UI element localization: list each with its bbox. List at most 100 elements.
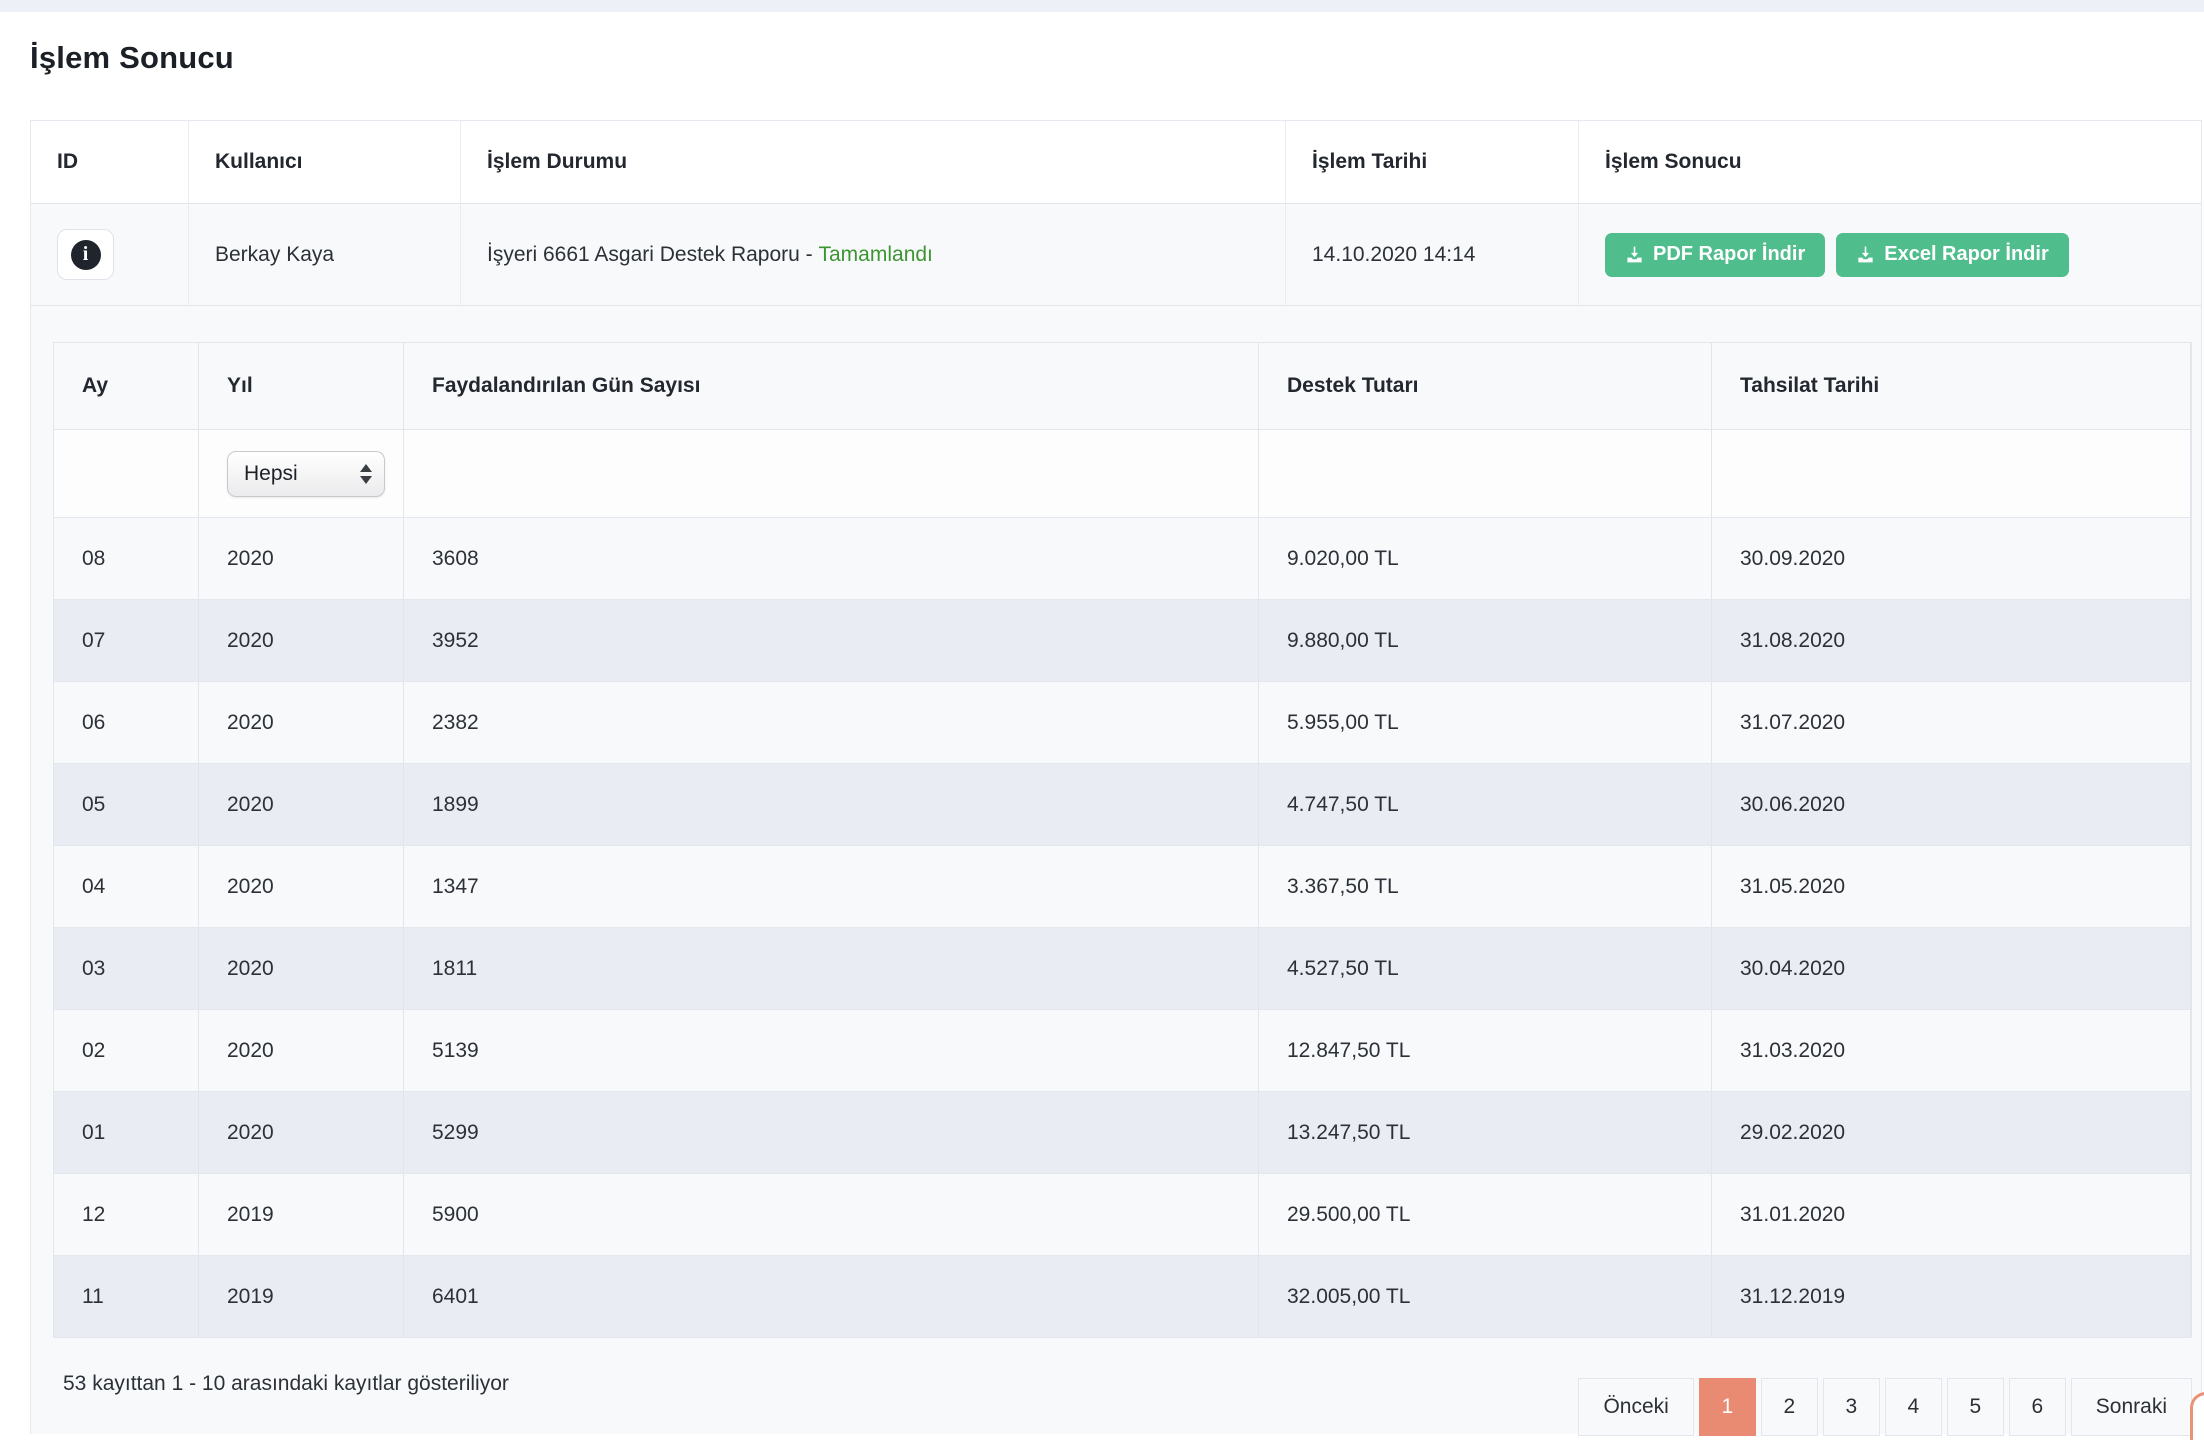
table-footer: 53 kayıttan 1 - 10 arasındaki kayıtlar g… — [53, 1338, 2192, 1436]
table-row: 04 2020 1347 3.367,50 TL 31.05.2020 — [54, 845, 2191, 927]
table-row: 06 2020 2382 5.955,00 TL 31.07.2020 — [54, 681, 2191, 763]
column-header-yil: Yıl — [199, 343, 404, 429]
result-table-header: ID Kullanıcı İşlem Durumu İşlem Tarihi İ… — [31, 121, 2201, 203]
records-info: 53 kayıttan 1 - 10 arasındaki kayıtlar g… — [63, 1372, 509, 1396]
filter-cell-tutar — [1259, 430, 1712, 517]
table-row: 08 2020 3608 9.020,00 TL 30.09.2020 — [54, 517, 2191, 599]
download-icon — [1856, 245, 1875, 264]
cell-tutar: 12.847,50 TL — [1259, 1010, 1712, 1091]
pagination-next-button[interactable]: Sonraki — [2071, 1378, 2192, 1436]
pagination-page-4[interactable]: 4 — [1885, 1378, 1942, 1436]
cell-ay: 07 — [54, 600, 199, 681]
detail-expansion-row: Ay Yıl Faydalandırılan Gün Sayısı Destek… — [31, 305, 2201, 1434]
top-strip — [0, 0, 2204, 12]
table-row: 02 2020 5139 12.847,50 TL 31.03.2020 — [54, 1009, 2191, 1091]
floating-action-partial[interactable] — [2190, 1392, 2204, 1440]
table-row: 05 2020 1899 4.747,50 TL 30.06.2020 — [54, 763, 2191, 845]
cell-yil: 2020 — [199, 846, 404, 927]
page-title: İşlem Sonucu — [30, 40, 2204, 76]
detail-table: Ay Yıl Faydalandırılan Gün Sayısı Destek… — [53, 342, 2192, 1338]
date-cell: 14.10.2020 14:14 — [1286, 204, 1579, 305]
cell-ay: 06 — [54, 682, 199, 763]
result-table-row: i Berkay Kaya İşyeri 6661 Asgari Destek … — [31, 203, 2201, 305]
cell-tarih: 30.06.2020 — [1712, 764, 2191, 845]
table-row: 03 2020 1811 4.527,50 TL 30.04.2020 — [54, 927, 2191, 1009]
cell-ay: 02 — [54, 1010, 199, 1091]
cell-tutar: 3.367,50 TL — [1259, 846, 1712, 927]
cell-tutar: 4.527,50 TL — [1259, 928, 1712, 1009]
filter-cell-tarih — [1712, 430, 2191, 517]
cell-yil: 2020 — [199, 764, 404, 845]
detail-table-header: Ay Yıl Faydalandırılan Gün Sayısı Destek… — [54, 343, 2191, 429]
filter-cell-gun — [404, 430, 1259, 517]
table-row: 12 2019 5900 29.500,00 TL 31.01.2020 — [54, 1173, 2191, 1255]
cell-gun: 1811 — [404, 928, 1259, 1009]
download-icon — [1625, 245, 1644, 264]
table-row: 11 2019 6401 32.005,00 TL 31.12.2019 — [54, 1255, 2191, 1337]
cell-gun: 5139 — [404, 1010, 1259, 1091]
filter-row: Hepsi — [54, 429, 2191, 517]
cell-ay: 08 — [54, 518, 199, 599]
cell-tutar: 32.005,00 TL — [1259, 1256, 1712, 1337]
id-cell: i — [31, 204, 189, 305]
cell-ay: 01 — [54, 1092, 199, 1173]
cell-tutar: 9.880,00 TL — [1259, 600, 1712, 681]
info-icon: i — [71, 240, 101, 270]
status-text: İşyeri 6661 Asgari Destek Raporu - — [487, 243, 819, 267]
status-value: Tamamlandı — [819, 243, 933, 267]
pagination-page-1[interactable]: 1 — [1699, 1378, 1756, 1436]
pagination-page-2[interactable]: 2 — [1761, 1378, 1818, 1436]
cell-yil: 2020 — [199, 600, 404, 681]
cell-gun: 5299 — [404, 1092, 1259, 1173]
info-button[interactable]: i — [57, 229, 114, 280]
cell-tarih: 31.03.2020 — [1712, 1010, 2191, 1091]
column-header-islem-durumu: İşlem Durumu — [461, 121, 1286, 203]
column-header-kullanici: Kullanıcı — [189, 121, 461, 203]
cell-tarih: 31.12.2019 — [1712, 1256, 2191, 1337]
cell-gun: 2382 — [404, 682, 1259, 763]
table-row: 07 2020 3952 9.880,00 TL 31.08.2020 — [54, 599, 2191, 681]
column-header-ay: Ay — [54, 343, 199, 429]
excel-download-button[interactable]: Excel Rapor İndir — [1836, 233, 2069, 277]
cell-tutar: 29.500,00 TL — [1259, 1174, 1712, 1255]
cell-gun: 6401 — [404, 1256, 1259, 1337]
cell-tarih: 31.05.2020 — [1712, 846, 2191, 927]
pagination-page-6[interactable]: 6 — [2009, 1378, 2066, 1436]
cell-tarih: 30.09.2020 — [1712, 518, 2191, 599]
cell-gun: 1899 — [404, 764, 1259, 845]
cell-tutar: 13.247,50 TL — [1259, 1092, 1712, 1173]
pagination-page-5[interactable]: 5 — [1947, 1378, 2004, 1436]
column-header-tahsilat-tarihi: Tahsilat Tarihi — [1712, 343, 2191, 429]
cell-tarih: 31.07.2020 — [1712, 682, 2191, 763]
cell-yil: 2020 — [199, 1092, 404, 1173]
cell-yil: 2020 — [199, 928, 404, 1009]
pdf-download-button[interactable]: PDF Rapor İndir — [1605, 233, 1825, 277]
cell-yil: 2019 — [199, 1174, 404, 1255]
cell-tarih: 30.04.2020 — [1712, 928, 2191, 1009]
cell-tarih: 31.08.2020 — [1712, 600, 2191, 681]
table-row: 01 2020 5299 13.247,50 TL 29.02.2020 — [54, 1091, 2191, 1173]
cell-ay: 04 — [54, 846, 199, 927]
cell-tarih: 31.01.2020 — [1712, 1174, 2191, 1255]
year-filter-select[interactable]: Hepsi — [227, 451, 385, 497]
column-header-islem-tarihi: İşlem Tarihi — [1286, 121, 1579, 203]
column-header-id: ID — [31, 121, 189, 203]
pagination-page-3[interactable]: 3 — [1823, 1378, 1880, 1436]
actions-cell: PDF Rapor İndir Excel Rapor İndir — [1579, 204, 2201, 305]
column-header-destek-tutari: Destek Tutarı — [1259, 343, 1712, 429]
status-cell: İşyeri 6661 Asgari Destek Raporu - Tamam… — [461, 204, 1286, 305]
cell-ay: 11 — [54, 1256, 199, 1337]
cell-tarih: 29.02.2020 — [1712, 1092, 2191, 1173]
cell-yil: 2020 — [199, 682, 404, 763]
cell-ay: 12 — [54, 1174, 199, 1255]
cell-tutar: 4.747,50 TL — [1259, 764, 1712, 845]
column-header-islem-sonucu: İşlem Sonucu — [1579, 121, 2201, 203]
cell-yil: 2020 — [199, 518, 404, 599]
cell-yil: 2020 — [199, 1010, 404, 1091]
result-table: ID Kullanıcı İşlem Durumu İşlem Tarihi İ… — [30, 120, 2202, 1434]
cell-yil: 2019 — [199, 1256, 404, 1337]
cell-tutar: 5.955,00 TL — [1259, 682, 1712, 763]
pagination-prev-button[interactable]: Önceki — [1578, 1378, 1693, 1436]
column-header-gun-sayisi: Faydalandırılan Gün Sayısı — [404, 343, 1259, 429]
filter-cell-yil: Hepsi — [199, 430, 404, 517]
